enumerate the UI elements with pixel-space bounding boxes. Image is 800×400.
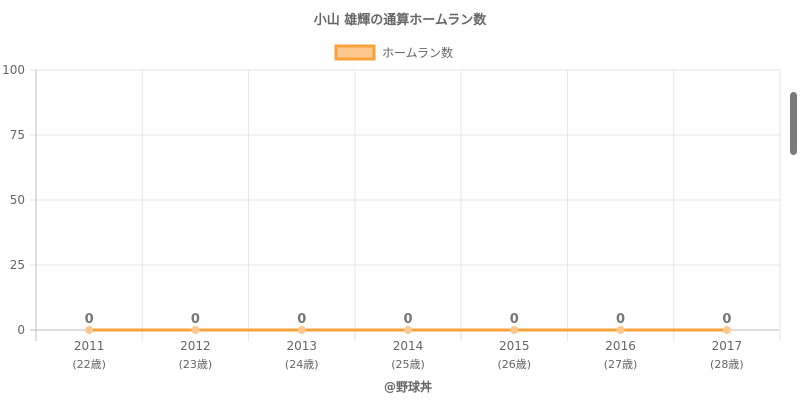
legend[interactable]: ホームラン数 [334, 44, 453, 61]
x-tick-sublabel: (26歳) [497, 358, 531, 371]
y-tick-label: 50 [10, 193, 25, 207]
x-axis: 2011 (22歳) 2012 (23歳) 2013 (24歳) 2014 (25歳) 2015… [72, 339, 743, 371]
data-label: 0 [85, 312, 94, 327]
credit: @野球丼 [384, 379, 432, 394]
x-tick-label: 2013 [286, 339, 317, 353]
x-tick-sublabel: (25歳) [391, 358, 425, 371]
x-tick-sublabel: (27歳) [604, 358, 638, 371]
data-point [722, 326, 731, 334]
x-tick-sublabel: (28歳) [710, 358, 744, 371]
x-tick-label: 2016 [605, 339, 636, 353]
data-label: 0 [722, 312, 731, 327]
y-tick-label: 0 [17, 323, 25, 337]
y-axis: 0 25 50 75 100 [2, 63, 25, 337]
plot-area: 0 0 0 0 0 0 0 [85, 312, 731, 334]
y-tick-label: 25 [10, 258, 25, 272]
data-point [404, 326, 412, 334]
x-tick-label: 2015 [499, 339, 530, 353]
data-label: 0 [403, 312, 412, 327]
scrollbar[interactable] [790, 92, 797, 155]
data-label: 0 [510, 312, 519, 327]
data-label: 0 [297, 312, 306, 327]
x-tick-label: 2017 [712, 339, 743, 353]
data-label: 0 [191, 312, 200, 327]
legend-label: ホームラン数 [382, 45, 453, 60]
legend-swatch [334, 44, 376, 61]
x-tick-label: 2011 [74, 339, 105, 353]
x-tick-label: 2014 [393, 339, 424, 353]
data-point [297, 326, 306, 334]
x-tick-sublabel: (23歳) [179, 358, 213, 371]
y-tick-label: 100 [2, 63, 25, 77]
data-point [191, 326, 200, 334]
data-label: 0 [616, 312, 625, 327]
grid [30, 69, 781, 341]
data-point [510, 326, 519, 334]
y-tick-label: 75 [10, 128, 25, 142]
chart-title: 小山 雄輝の通算ホームラン数 [314, 12, 487, 28]
x-tick-sublabel: (24歳) [285, 358, 319, 371]
data-point [616, 326, 625, 334]
data-point [85, 326, 94, 334]
x-tick-label: 2012 [180, 339, 211, 353]
x-tick-sublabel: (22歳) [72, 358, 106, 371]
